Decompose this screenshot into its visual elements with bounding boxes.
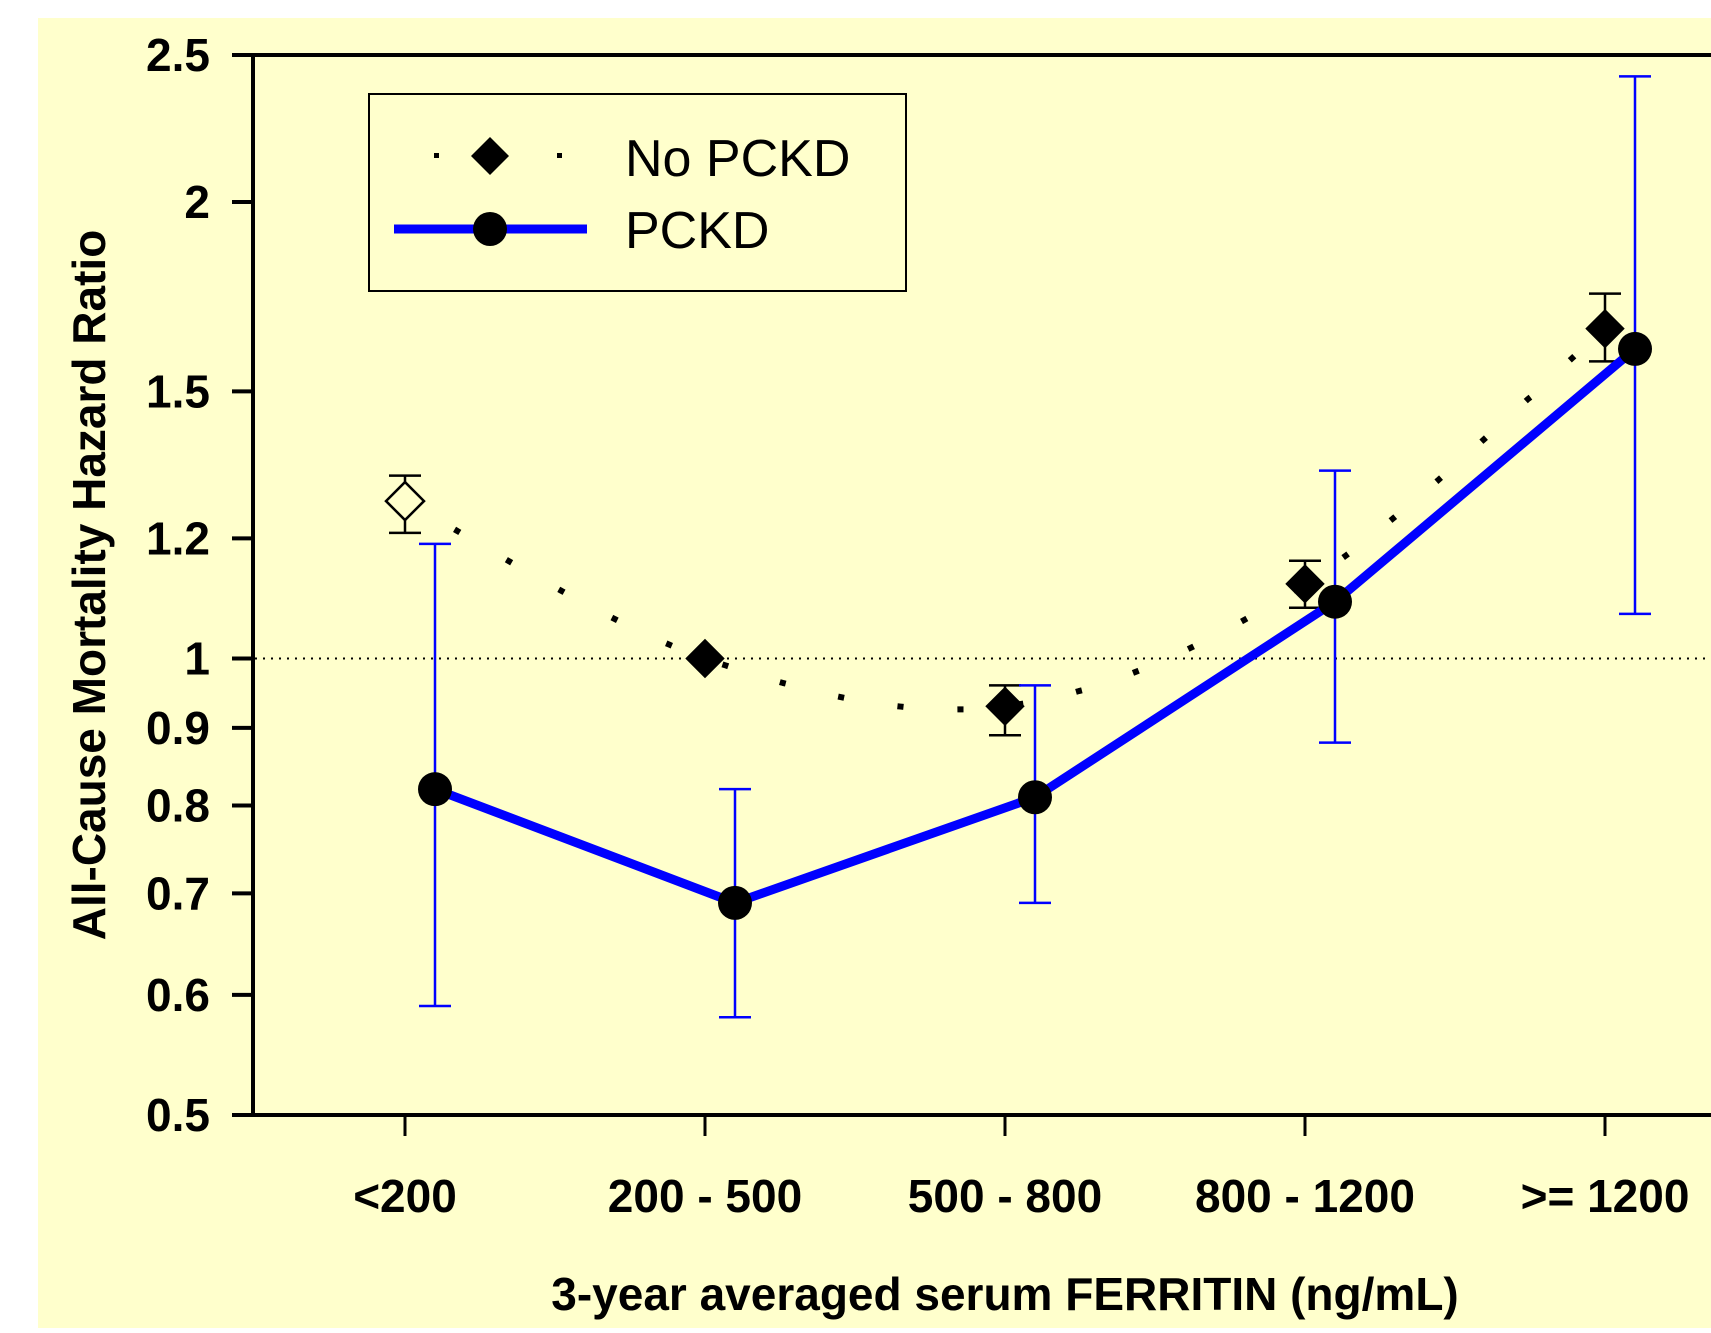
- y-tick-label: 0.5: [146, 1089, 210, 1141]
- y-tick-label: 0.6: [146, 969, 210, 1021]
- y-tick-label: 2: [184, 176, 210, 228]
- x-tick-label: 800 - 1200: [1195, 1170, 1415, 1222]
- y-tick-label: 1.5: [146, 365, 210, 417]
- pckd-circle-point: [1618, 331, 1652, 366]
- legend-entry-no-pckd: No PCKD: [434, 130, 850, 188]
- x-axis-label: 3-year averaged serum FERRITIN (ng/mL): [551, 1268, 1458, 1320]
- no-pckd-diamond-point: [1285, 564, 1325, 604]
- legend: No PCKD PCKD: [368, 93, 907, 292]
- y-tick-label: 1.2: [146, 512, 210, 564]
- no-pckd-diamond-point: [1585, 308, 1625, 349]
- legend-label-pckd: PCKD: [625, 202, 769, 260]
- y-tick-label: 0.9: [146, 702, 210, 754]
- y-tick-label: 2.5: [146, 29, 210, 81]
- legend-entry-pckd: PCKD: [394, 202, 769, 260]
- y-tick-label: 0.7: [146, 867, 210, 919]
- y-tick-label: 1: [184, 632, 210, 684]
- legend-dot: [434, 153, 439, 158]
- no-pckd-diamond-point: [985, 686, 1025, 726]
- pckd-circle-point: [1318, 584, 1352, 619]
- legend-dot: [557, 153, 562, 158]
- chart-panel: 0.5 0.6 0.7 0.8 0.9 1 1.2 1.5 2 2.5 <200 200 - 500…: [38, 18, 1711, 1328]
- x-tick-label: >= 1200: [1521, 1170, 1690, 1222]
- legend-circle-marker: [473, 212, 507, 246]
- hazard-ratio-chart: 0.5 0.6 0.7 0.8 0.9 1 1.2 1.5 2 2.5 <200 200 - 500…: [38, 18, 1711, 1328]
- y-tick-label: 0.8: [146, 779, 210, 831]
- pckd-circle-point: [718, 885, 752, 920]
- x-tick-label: 500 - 800: [908, 1170, 1102, 1222]
- pckd-circle-point: [1018, 780, 1052, 815]
- legend-box: [368, 93, 907, 292]
- y-axis-label: All-Cause Mortality Hazard Ratio: [63, 230, 115, 941]
- no-pckd-diamond-point: [384, 480, 426, 522]
- x-tick-label: 200 - 500: [608, 1170, 802, 1222]
- no-pckd-diamond-point: [685, 638, 725, 679]
- legend-diamond-marker: [471, 137, 509, 175]
- pckd-circle-point: [418, 772, 452, 807]
- legend-label-no-pckd: No PCKD: [625, 130, 850, 188]
- x-tick-label: <200: [353, 1170, 457, 1222]
